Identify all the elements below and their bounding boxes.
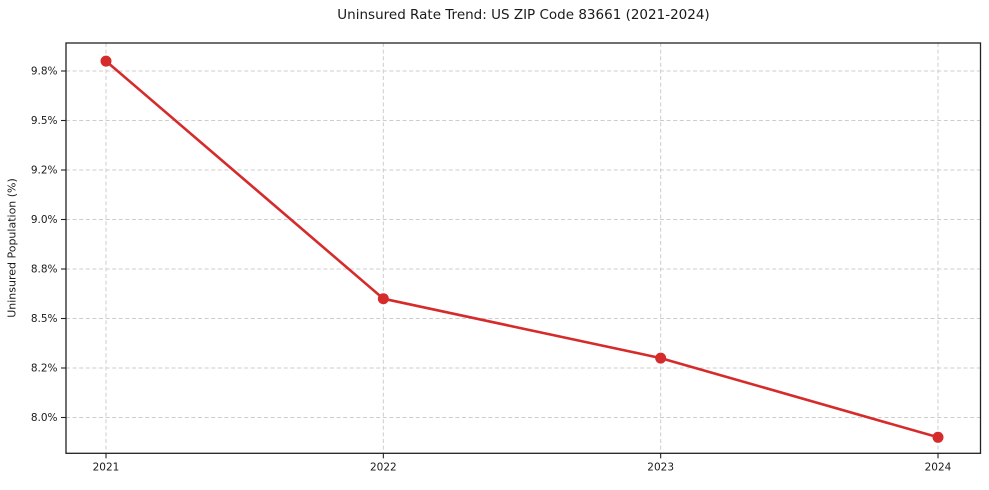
x-tick-label: 2022	[370, 461, 397, 473]
y-tick-label: 8.2%	[31, 363, 58, 375]
y-tick-label: 8.0%	[31, 412, 58, 424]
y-tick-label: 9.8%	[31, 66, 58, 78]
data-point-2024	[932, 431, 944, 443]
trend-line	[104, 59, 940, 439]
y-tick-label: 9.2%	[31, 165, 58, 177]
x-tick-label: 2021	[93, 461, 120, 473]
y-tick-label: 8.5%	[31, 313, 58, 325]
data-point-2021	[100, 55, 112, 67]
x-tick-label: 2024	[925, 461, 952, 473]
x-tick-label: 2023	[647, 461, 674, 473]
data-point-2022	[377, 293, 389, 305]
data-point-2023	[655, 352, 667, 364]
chart-title: Uninsured Rate Trend: US ZIP Code 83661 …	[337, 7, 710, 23]
y-tick-label: 9.5%	[31, 115, 58, 127]
plot-frame	[65, 42, 982, 454]
y-tick-label: 8.8%	[31, 264, 58, 276]
y-tick-label: 9.0%	[31, 214, 58, 226]
